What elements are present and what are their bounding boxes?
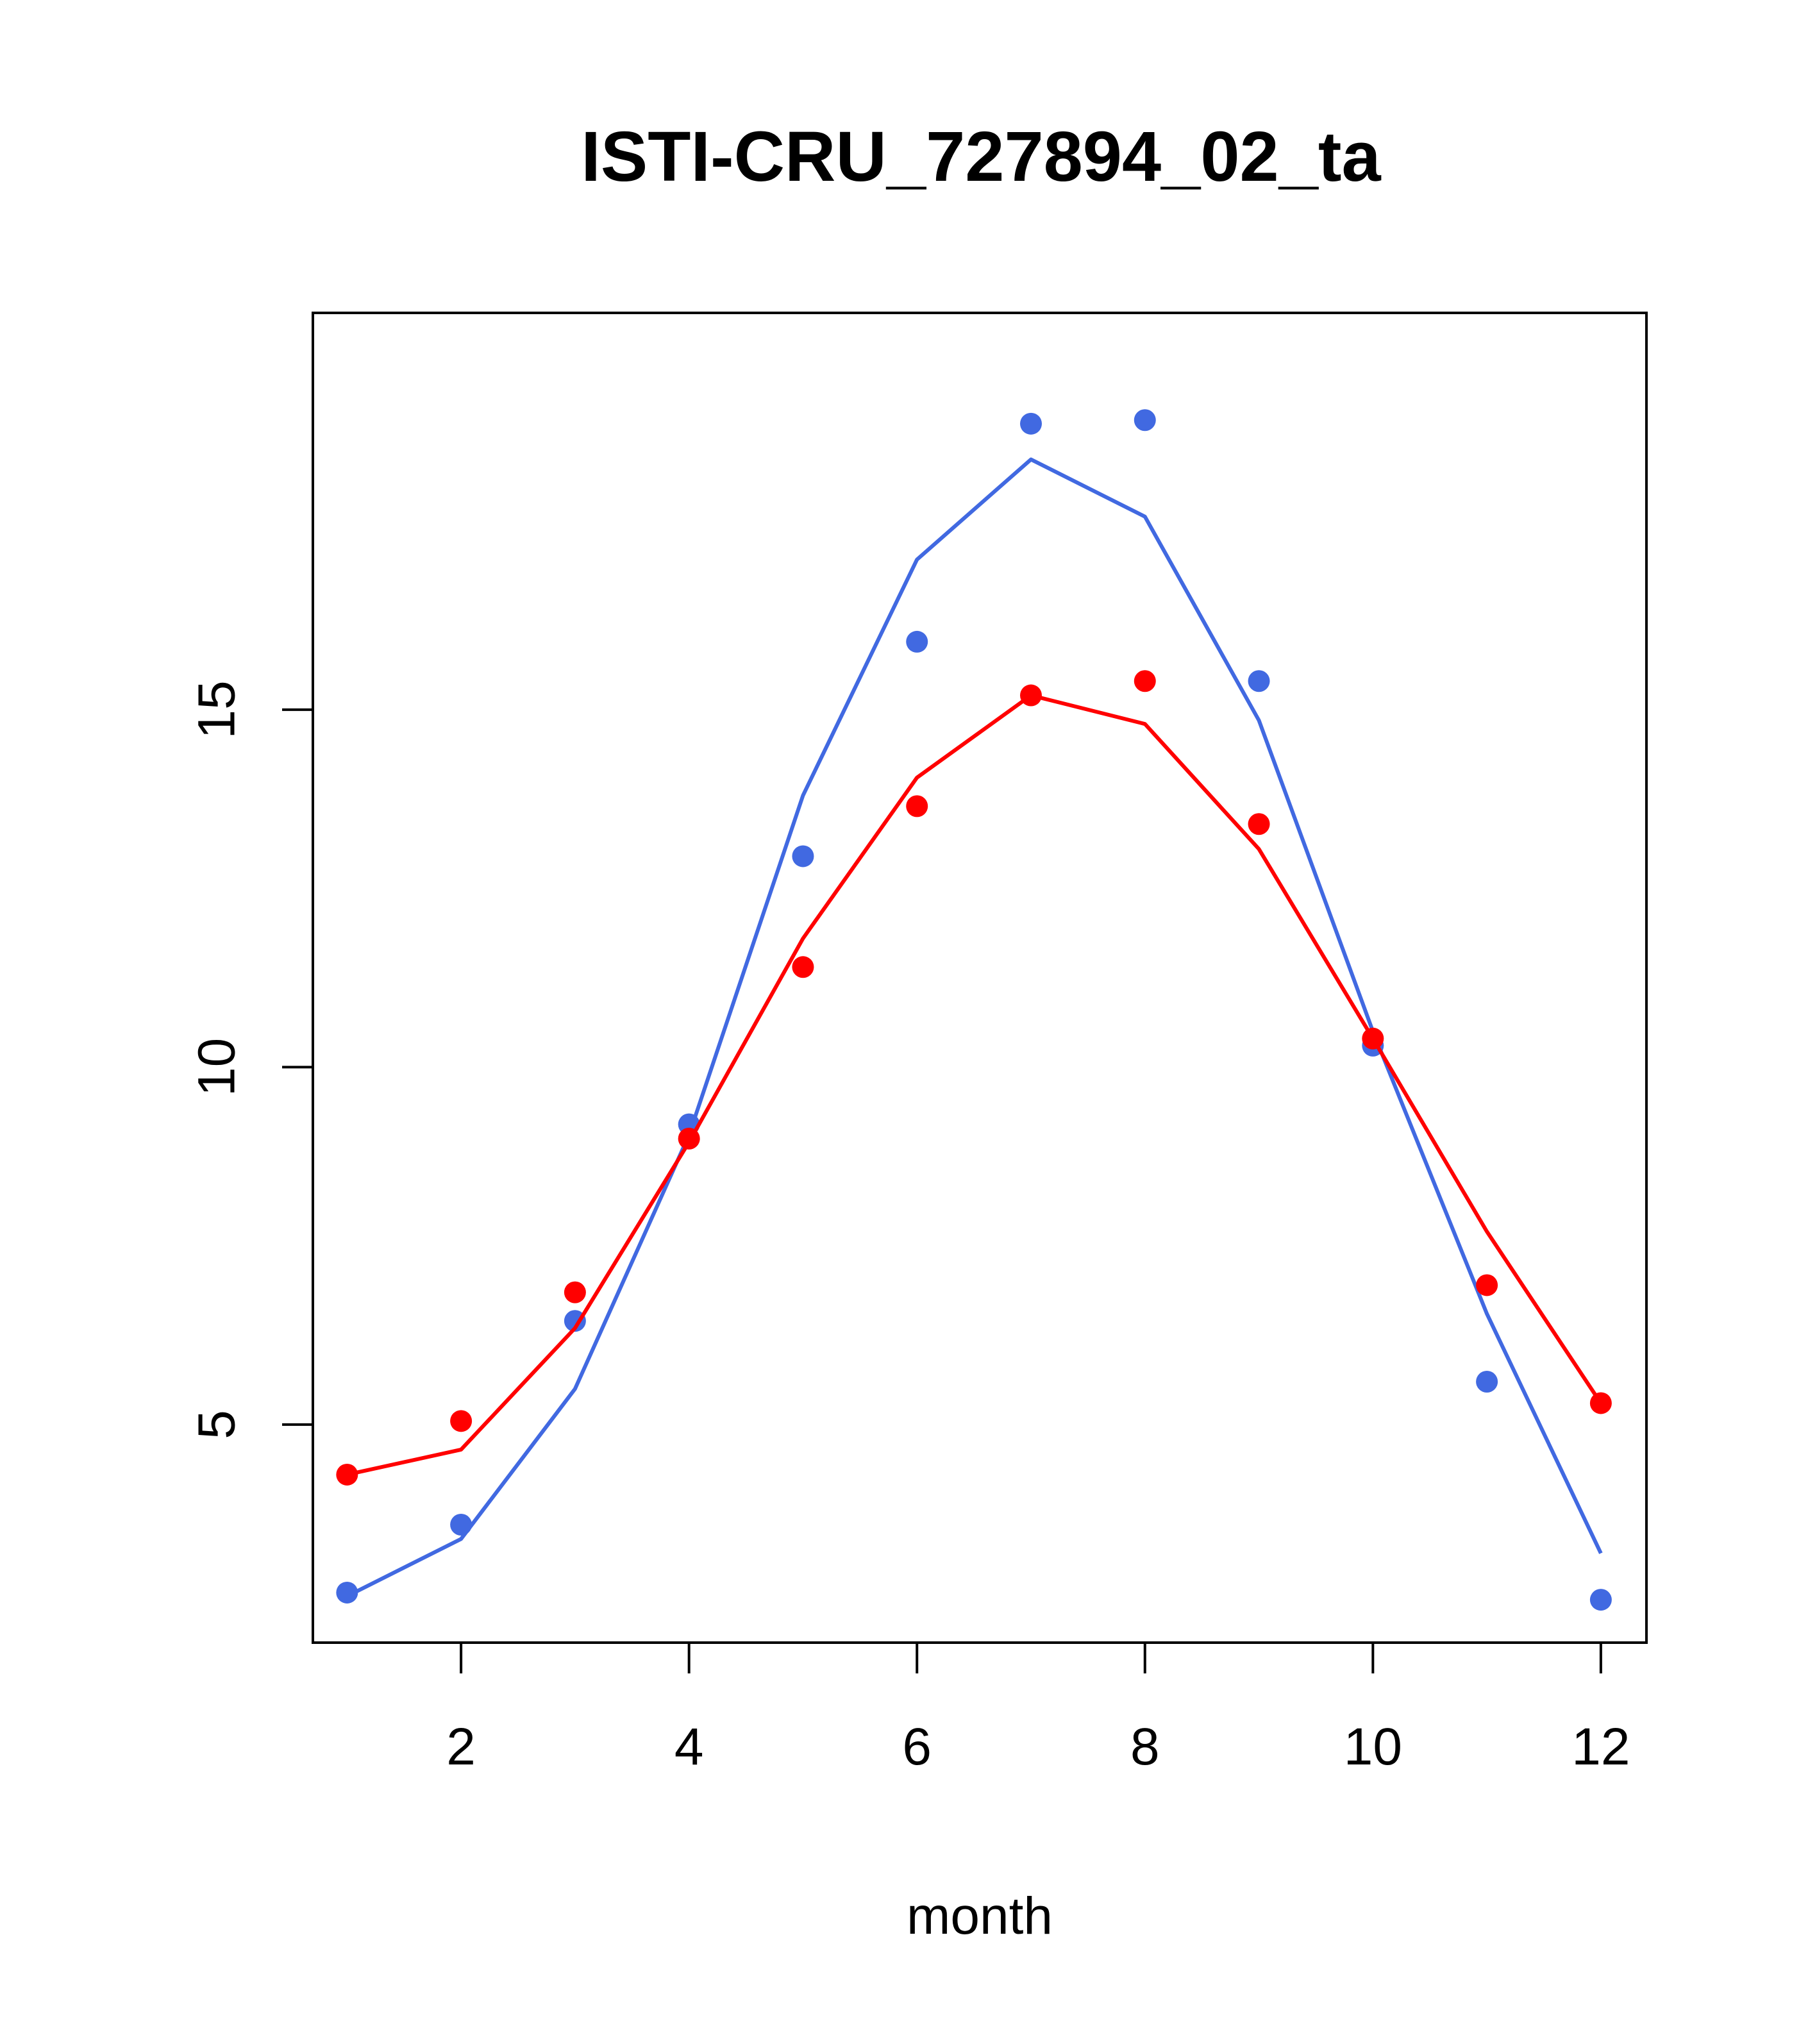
series-line [346,693,1603,1477]
data-point [906,630,928,653]
data-point [1589,1392,1612,1414]
data-point [564,1310,586,1332]
data-point [792,845,814,867]
data-point [450,1514,473,1536]
data-point [1020,684,1042,707]
y-tick-label: 5 [188,1410,246,1439]
data-point [1476,1274,1498,1296]
data-point [450,1410,473,1432]
x-tick-label: 4 [674,1718,704,1776]
y-axis: 5 10 15 [188,680,314,1439]
data-point [336,1581,358,1604]
y-tick-label: 15 [188,680,246,739]
chart-title: ISTI-CRU_727894_02_ta [581,117,1381,196]
x-tick-label: 6 [902,1718,932,1776]
data-point [1134,670,1156,692]
data-point [1020,412,1042,435]
plot-frame [312,312,1648,1644]
series-layer [336,409,1612,1611]
x-tick-label: 2 [446,1718,476,1776]
series-line [346,457,1603,1598]
data-point [336,1463,358,1486]
data-point [564,1281,586,1303]
data-point [1476,1371,1498,1393]
series-2 [336,670,1612,1486]
data-point [1248,670,1270,692]
data-point [906,795,928,817]
data-point [678,1127,700,1150]
series-1 [336,409,1612,1611]
x-tick-label: 12 [1571,1718,1630,1776]
x-tick-label: 8 [1130,1718,1160,1776]
y-tick-label: 10 [188,1038,246,1096]
data-point [1134,409,1156,431]
data-point [1248,813,1270,835]
data-point [792,956,814,978]
x-axis-label: month [907,1887,1053,1945]
data-point [1589,1589,1612,1611]
x-tick-label: 10 [1344,1718,1402,1776]
data-point [1362,1027,1384,1050]
x-axis: 2 4 6 8 10 12 [446,1641,1630,1776]
